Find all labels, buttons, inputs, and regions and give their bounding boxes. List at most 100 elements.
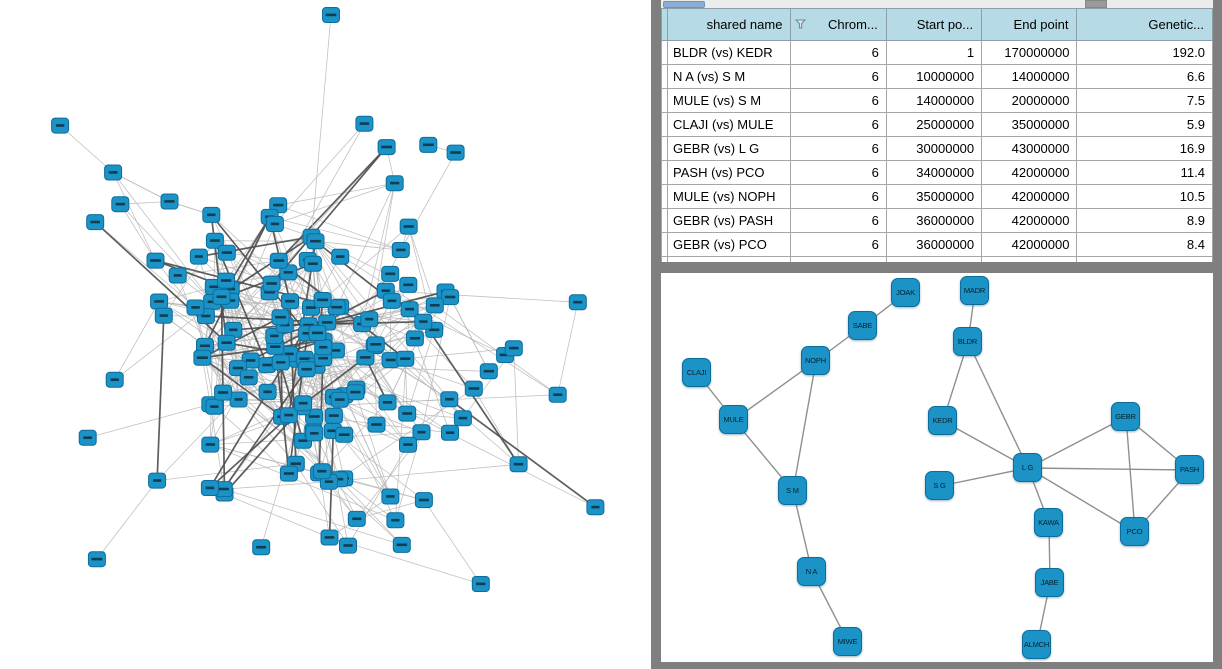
cell-shared-name[interactable]: N A (vs) S M — [667, 64, 792, 89]
table-row[interactable]: GEBR (vs) PCO 6 36000000 42000000 8.4 — [661, 232, 1213, 257]
column-header-end-point[interactable]: End point — [981, 8, 1078, 41]
cell-chromosome[interactable]: 6 — [790, 88, 887, 113]
cell-start-position[interactable]: 35000000 — [885, 184, 983, 209]
cell-chromosome[interactable]: 6 — [790, 256, 887, 262]
table-row[interactable]: GEBR (vs) PASH 6 36000000 42000000 8.9 — [661, 208, 1213, 233]
node-n-a[interactable]: N A — [797, 557, 826, 586]
cell-start-position[interactable]: 1 — [885, 40, 983, 65]
cell-end-point[interactable]: 42000000 — [981, 184, 1078, 209]
cell-start-position[interactable]: 30000000 — [885, 136, 983, 161]
table-row[interactable]: BLDR (vs) KEDR 6 1 170000000 192.0 — [661, 40, 1213, 65]
cell-genetic[interactable]: 192.0 — [1076, 40, 1213, 65]
node-jabe[interactable]: JABE — [1035, 568, 1064, 597]
cell-chromosome[interactable]: 6 — [790, 160, 887, 185]
node-l-g[interactable]: L G — [1013, 453, 1042, 482]
cell-genetic[interactable]: 8.4 — [1076, 232, 1213, 257]
node-pco[interactable]: PCO — [1120, 517, 1149, 546]
node-label-smudge — [299, 357, 310, 360]
cell-chromosome[interactable]: 6 — [790, 136, 887, 161]
cell-chromosome[interactable]: 6 — [790, 208, 887, 233]
cell-end-point[interactable]: 42000000 — [981, 256, 1078, 262]
cell-end-point[interactable]: 42000000 — [981, 232, 1078, 257]
network-overview-panel[interactable] — [0, 0, 651, 669]
node-label-smudge — [409, 337, 420, 340]
cell-start-position[interactable]: 10000000 — [885, 64, 983, 89]
network-edge — [448, 398, 596, 508]
network-edge — [316, 365, 489, 372]
cell-shared-name[interactable]: GEBR (vs) PASH — [667, 208, 792, 233]
network-edge — [202, 316, 281, 359]
cell-start-position[interactable]: 36000000 — [885, 208, 983, 233]
cell-shared-name[interactable]: PASH (vs) PCO — [667, 160, 792, 185]
cell-start-position[interactable]: 25000000 — [885, 112, 983, 137]
cell-shared-name[interactable]: BLDR (vs) KEDR — [667, 40, 792, 65]
cell-start-position[interactable]: 34000000 — [885, 160, 983, 185]
table-row[interactable]: CLAJI (vs) MULE 6 25000000 35000000 5.9 — [661, 112, 1213, 137]
cell-genetic[interactable]: 10.5 — [1076, 184, 1213, 209]
horizontal-scrollbar-thumb[interactable] — [1085, 0, 1107, 8]
table-row[interactable]: GEBR (vs) L G 6 30000000 43000000 16.9 — [661, 136, 1213, 161]
subnetwork-panel[interactable]: CLAJI MULE NOPH SABE JOAK S M N A MIWE MADR BLDR K… — [661, 273, 1213, 662]
node-label-smudge — [216, 295, 227, 299]
overview-network-canvas[interactable] — [0, 0, 651, 669]
cell-genetic[interactable]: 8.9 — [1076, 208, 1213, 233]
node-almch[interactable]: ALMCH — [1022, 630, 1051, 659]
cell-chromosome[interactable]: 6 — [790, 112, 887, 137]
cell-start-position[interactable]: 36000000 — [885, 232, 983, 257]
column-header-genetic[interactable]: Genetic... — [1076, 8, 1213, 41]
node-pash[interactable]: PASH — [1175, 455, 1204, 484]
network-edge — [316, 365, 335, 416]
node-mule[interactable]: MULE — [719, 405, 748, 434]
cell-end-point[interactable]: 170000000 — [981, 40, 1078, 65]
cell-genetic[interactable]: 5.9 — [1076, 112, 1213, 137]
node-kawa[interactable]: KAWA — [1034, 508, 1063, 537]
filter-funnel-icon[interactable] — [795, 19, 807, 29]
node-gebr[interactable]: GEBR — [1111, 402, 1140, 431]
cell-chromosome[interactable]: 6 — [790, 64, 887, 89]
network-edge — [400, 152, 456, 251]
cell-end-point[interactable]: 42000000 — [981, 208, 1078, 233]
cell-end-point[interactable]: 43000000 — [981, 136, 1078, 161]
node-sabe[interactable]: SABE — [848, 311, 877, 340]
cell-chromosome[interactable]: 6 — [790, 232, 887, 257]
node-miwe[interactable]: MIWE — [833, 627, 862, 656]
cell-genetic[interactable]: 16.9 — [1076, 136, 1213, 161]
cell-genetic[interactable]: 9.9 — [1076, 256, 1213, 262]
node-kedr[interactable]: KEDR — [928, 406, 957, 435]
table-row[interactable]: PASH (vs) PCO 6 34000000 42000000 11.4 — [661, 160, 1213, 185]
node-joak[interactable]: JOAK — [891, 278, 920, 307]
table-row[interactable]: N A (vs) S M 6 10000000 14000000 6.6 — [661, 64, 1213, 89]
cell-end-point[interactable]: 35000000 — [981, 112, 1078, 137]
cell-chromosome[interactable]: 6 — [790, 40, 887, 65]
node-madr[interactable]: MADR — [960, 276, 989, 305]
cell-start-position[interactable]: 36000000 — [885, 256, 983, 262]
cell-end-point[interactable]: 42000000 — [981, 160, 1078, 185]
cell-shared-name[interactable]: GEBR (vs) PCO — [667, 232, 792, 257]
cell-chromosome[interactable]: 6 — [790, 184, 887, 209]
node-bldr[interactable]: BLDR — [953, 327, 982, 356]
node-s-g[interactable]: S G — [925, 471, 954, 500]
cell-shared-name[interactable]: MULE (vs) NOPH — [667, 184, 792, 209]
cell-start-position[interactable]: 14000000 — [885, 88, 983, 113]
table-row[interactable]: MULE (vs) S M 6 14000000 20000000 7.5 — [661, 88, 1213, 113]
table-row[interactable]: NOPH (vs) S M636000000420000009.9 — [661, 256, 1213, 262]
table-row[interactable]: MULE (vs) NOPH 6 35000000 42000000 10.5 — [661, 184, 1213, 209]
cell-end-point[interactable]: 20000000 — [981, 88, 1078, 113]
cell-genetic[interactable]: 6.6 — [1076, 64, 1213, 89]
cell-shared-name[interactable]: MULE (vs) S M — [667, 88, 792, 113]
column-header-shared-name[interactable]: shared name — [667, 8, 792, 41]
column-header-chromosome[interactable]: Chrom... — [790, 8, 887, 41]
cell-shared-name[interactable]: CLAJI (vs) MULE — [667, 112, 792, 137]
column-header-start-position[interactable]: Start po... — [885, 8, 983, 41]
node-noph[interactable]: NOPH — [801, 346, 830, 375]
cell-shared-name[interactable]: NOPH (vs) S M — [667, 256, 792, 262]
node-claji[interactable]: CLAJI — [682, 358, 711, 387]
node-s-m[interactable]: S M — [778, 476, 807, 505]
cell-shared-name[interactable]: GEBR (vs) L G — [667, 136, 792, 161]
node-label-smudge — [283, 472, 294, 475]
node-label-smudge — [210, 239, 220, 242]
node-label-smudge — [310, 239, 321, 243]
cell-genetic[interactable]: 11.4 — [1076, 160, 1213, 185]
cell-end-point[interactable]: 14000000 — [981, 64, 1078, 89]
cell-genetic[interactable]: 7.5 — [1076, 88, 1213, 113]
